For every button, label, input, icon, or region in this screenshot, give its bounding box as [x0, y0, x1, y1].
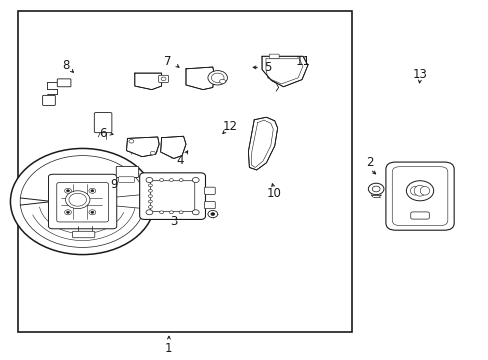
- Circle shape: [179, 211, 183, 214]
- Polygon shape: [419, 186, 429, 195]
- Circle shape: [210, 213, 214, 216]
- Circle shape: [91, 211, 94, 213]
- Circle shape: [89, 210, 96, 215]
- Polygon shape: [126, 137, 159, 157]
- Circle shape: [367, 183, 383, 195]
- Circle shape: [69, 193, 86, 206]
- FancyBboxPatch shape: [150, 181, 194, 212]
- Circle shape: [159, 211, 163, 214]
- Circle shape: [129, 139, 134, 143]
- Text: 9: 9: [110, 178, 118, 191]
- FancyBboxPatch shape: [94, 113, 112, 133]
- Bar: [18, 12, 351, 332]
- Circle shape: [161, 77, 165, 81]
- Circle shape: [148, 189, 152, 192]
- Circle shape: [207, 71, 227, 85]
- Circle shape: [159, 179, 163, 181]
- FancyBboxPatch shape: [57, 183, 108, 222]
- FancyBboxPatch shape: [72, 231, 95, 238]
- Circle shape: [150, 151, 155, 155]
- FancyBboxPatch shape: [57, 79, 71, 87]
- Circle shape: [20, 156, 145, 247]
- Text: 7: 7: [164, 55, 171, 68]
- FancyBboxPatch shape: [119, 177, 134, 183]
- FancyBboxPatch shape: [116, 166, 139, 177]
- FancyBboxPatch shape: [269, 54, 279, 58]
- FancyBboxPatch shape: [204, 202, 215, 209]
- Circle shape: [65, 191, 90, 209]
- FancyBboxPatch shape: [204, 187, 215, 194]
- Circle shape: [207, 211, 217, 218]
- Circle shape: [146, 210, 153, 215]
- Circle shape: [10, 148, 155, 255]
- Polygon shape: [185, 67, 214, 90]
- FancyBboxPatch shape: [48, 174, 117, 229]
- Text: 8: 8: [62, 59, 69, 72]
- FancyBboxPatch shape: [140, 173, 205, 220]
- Polygon shape: [248, 117, 277, 170]
- Circle shape: [148, 184, 152, 187]
- Text: 1: 1: [165, 342, 172, 355]
- Text: 11: 11: [295, 55, 310, 68]
- Circle shape: [406, 181, 433, 201]
- Text: 3: 3: [170, 215, 177, 228]
- Circle shape: [146, 177, 153, 183]
- Circle shape: [66, 211, 69, 213]
- Circle shape: [211, 73, 224, 82]
- Polygon shape: [409, 186, 419, 195]
- Text: 12: 12: [222, 121, 237, 134]
- Circle shape: [219, 79, 225, 84]
- Circle shape: [192, 177, 199, 183]
- Text: 2: 2: [366, 156, 373, 169]
- Circle shape: [371, 186, 379, 192]
- FancyBboxPatch shape: [158, 75, 168, 82]
- Polygon shape: [135, 73, 161, 90]
- Circle shape: [192, 210, 199, 215]
- Text: 5: 5: [264, 61, 271, 74]
- Circle shape: [169, 211, 173, 214]
- Circle shape: [148, 200, 152, 203]
- Polygon shape: [413, 185, 425, 196]
- Circle shape: [64, 188, 71, 193]
- Text: 13: 13: [412, 68, 427, 81]
- FancyBboxPatch shape: [410, 212, 428, 219]
- Polygon shape: [160, 136, 185, 158]
- Polygon shape: [262, 56, 307, 87]
- Text: 4: 4: [176, 154, 183, 167]
- Circle shape: [179, 179, 183, 181]
- Circle shape: [148, 206, 152, 208]
- Text: 10: 10: [266, 187, 281, 200]
- FancyBboxPatch shape: [385, 162, 453, 230]
- Circle shape: [89, 188, 96, 193]
- Circle shape: [169, 179, 173, 181]
- Text: 6: 6: [99, 127, 106, 140]
- Circle shape: [91, 190, 94, 192]
- Circle shape: [64, 210, 71, 215]
- Circle shape: [148, 195, 152, 198]
- Circle shape: [66, 190, 69, 192]
- FancyBboxPatch shape: [391, 167, 447, 226]
- FancyBboxPatch shape: [42, 95, 55, 105]
